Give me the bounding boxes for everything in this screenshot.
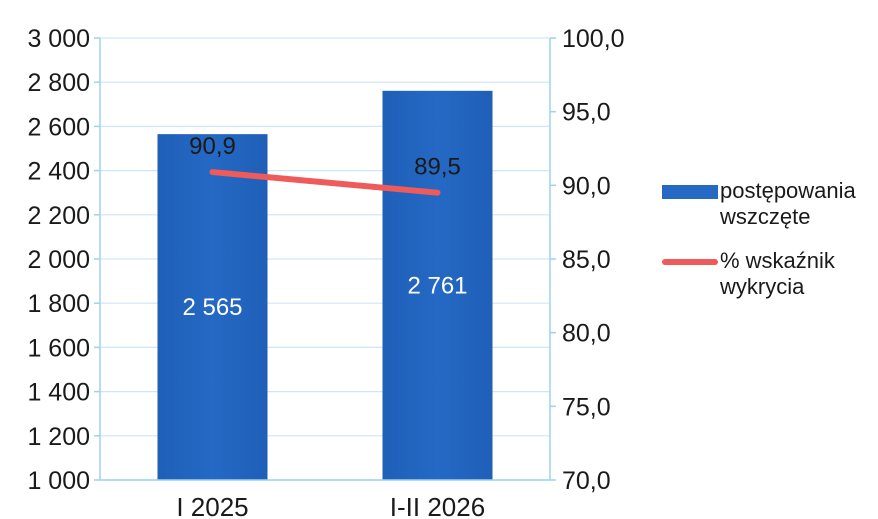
y-right-tick-label: 95,0 [562, 99, 611, 127]
legend-label-line: % wskaźnik wykrycia [720, 248, 835, 299]
bar-data-label: 2 565 [182, 294, 242, 321]
y-left-tick-label: 2 000 [27, 246, 90, 274]
legend-item-line: % wskaźnik wykrycia [662, 248, 872, 300]
line-data-label: 90,9 [189, 133, 236, 160]
y-right-tick-label: 100,0 [562, 25, 625, 53]
bar-data-label: 2 761 [407, 272, 467, 299]
x-tick-label: I 2025 [176, 492, 248, 519]
y-right-tick-label: 80,0 [562, 320, 611, 348]
legend-swatch-bar [662, 185, 718, 199]
data-labels: 2 565 2 761 90,9 89,5 [182, 133, 467, 321]
y-right-tick-label: 70,0 [562, 467, 611, 495]
legend: postępowania wszczęte % wskaźnik wykryci… [662, 178, 872, 318]
y-left-tick-label: 2 400 [27, 158, 90, 186]
y-right-tick-label: 90,0 [562, 172, 611, 200]
y-left-tick-label: 3 000 [27, 25, 90, 53]
y-left-tick-label: 1 000 [27, 467, 90, 495]
legend-label-bar: postępowania wszczęte [720, 178, 856, 229]
legend-item-bar: postępowania wszczęte [662, 178, 872, 230]
bar-series [157, 90, 493, 480]
axes: 1 000 1 200 1 400 1 600 1 800 2 000 2 200 2 400… [27, 25, 624, 519]
bar [382, 90, 493, 480]
y-left-tick-label: 2 200 [27, 202, 90, 230]
line-series [209, 169, 441, 196]
y-left-tick-label: 2 800 [27, 69, 90, 97]
y-right-tick-label: 75,0 [562, 393, 611, 421]
legend-swatch-line [662, 259, 718, 265]
y-left-tick-label: 1 200 [27, 423, 90, 451]
y-left-tick-label: 1 600 [27, 334, 90, 362]
line-path [209, 169, 441, 196]
line-data-label: 89,5 [414, 154, 461, 181]
y-left-tick-label: 2 600 [27, 113, 90, 141]
y-left-tick-label: 1 800 [27, 290, 90, 318]
x-tick-label: I-II 2026 [390, 492, 485, 519]
y-right-tick-label: 85,0 [562, 246, 611, 274]
bar [157, 134, 268, 480]
y-left-tick-label: 1 400 [27, 379, 90, 407]
